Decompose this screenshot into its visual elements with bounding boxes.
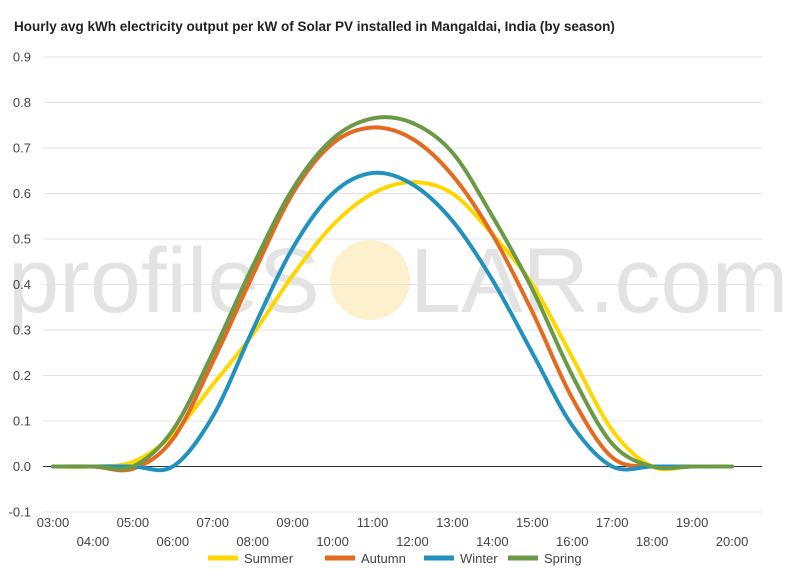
y-tick-label: 0.4 xyxy=(13,277,31,292)
series-lines xyxy=(51,115,734,473)
y-tick-label: 0.1 xyxy=(13,414,31,429)
y-tick-label: 0.3 xyxy=(13,323,31,338)
legend-label-winter: Winter xyxy=(460,551,498,566)
y-axis: -0.1 0.0 0.1 0.2 0.3 0.4 0.5 0.6 0.7 0.8 0.9 xyxy=(9,50,31,520)
y-tick-label: 0.0 xyxy=(13,459,31,474)
series-line-spring xyxy=(51,115,734,472)
y-tick-label: 0.7 xyxy=(13,141,31,156)
x-tick-label: 11:00 xyxy=(357,515,389,530)
y-tick-label: -0.1 xyxy=(9,505,31,520)
legend-label-summer: Summer xyxy=(244,551,294,566)
x-tick-label: 04:00 xyxy=(77,534,110,549)
x-tick-label: 07:00 xyxy=(196,515,229,530)
x-tick-label: 17:00 xyxy=(596,515,629,530)
series-line-winter xyxy=(51,170,734,473)
x-tick-label: 09:00 xyxy=(276,515,309,530)
legend: Summer Autumn Winter Spring xyxy=(208,551,582,566)
x-tick-label: 18:00 xyxy=(636,534,669,549)
legend-label-spring: Spring xyxy=(544,551,582,566)
series-line-autumn xyxy=(51,125,734,473)
y-tick-label: 0.6 xyxy=(13,186,31,201)
watermark: profileS LAR.com xyxy=(8,230,788,332)
x-axis: 03:00 04:00 05:00 06:00 07:00 08:00 09:00 10:00… xyxy=(37,515,749,549)
grid xyxy=(43,56,762,513)
y-tick-label: 0.9 xyxy=(13,50,31,65)
legend-label-autumn: Autumn xyxy=(361,551,406,566)
x-tick-label: 14:00 xyxy=(476,534,509,549)
watermark-right-text: LAR.com xyxy=(410,230,788,332)
x-tick-label: 05:00 xyxy=(117,515,150,530)
x-tick-label: 12:00 xyxy=(396,534,429,549)
x-tick-label: 19:00 xyxy=(676,515,709,530)
x-tick-label: 08:00 xyxy=(236,534,269,549)
watermark-sun-icon xyxy=(330,240,410,320)
watermark-left-text: profileS xyxy=(8,230,320,332)
x-tick-label: 06:00 xyxy=(157,534,190,549)
y-tick-label: 0.2 xyxy=(13,368,31,383)
series-line-summer xyxy=(51,180,734,472)
x-tick-label: 20:00 xyxy=(716,534,749,549)
x-tick-label: 03:00 xyxy=(37,515,70,530)
chart-title: Hourly avg kWh electricity output per kW… xyxy=(14,19,615,34)
x-tick-label: 13:00 xyxy=(436,515,469,530)
x-tick-label: 10:00 xyxy=(316,534,349,549)
y-tick-label: 0.5 xyxy=(13,232,31,247)
y-tick-label: 0.8 xyxy=(13,95,31,110)
x-tick-label: 15:00 xyxy=(516,515,549,530)
x-tick-label: 16:00 xyxy=(556,534,589,549)
